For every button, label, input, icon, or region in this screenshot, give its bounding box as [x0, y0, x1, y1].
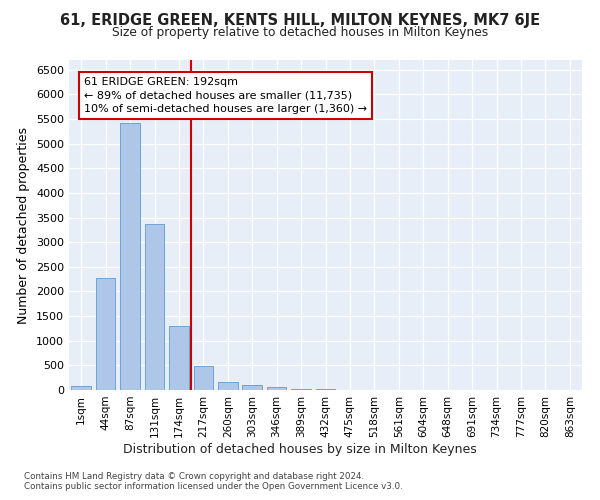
Text: Contains public sector information licensed under the Open Government Licence v3: Contains public sector information licen…	[24, 482, 403, 491]
Bar	[96, 278, 115, 390]
Text: Distribution of detached houses by size in Milton Keynes: Distribution of detached houses by size …	[123, 442, 477, 456]
Text: Size of property relative to detached houses in Milton Keynes: Size of property relative to detached ho…	[112, 26, 488, 39]
Bar	[169, 326, 188, 390]
Text: Contains HM Land Registry data © Crown copyright and database right 2024.: Contains HM Land Registry data © Crown c…	[24, 472, 364, 481]
Bar	[120, 122, 140, 390]
Bar	[267, 388, 286, 390]
Bar	[71, 386, 91, 390]
Bar	[291, 388, 311, 390]
Y-axis label: Number of detached properties: Number of detached properties	[17, 126, 31, 324]
Bar	[242, 385, 262, 390]
Text: 61, ERIDGE GREEN, KENTS HILL, MILTON KEYNES, MK7 6JE: 61, ERIDGE GREEN, KENTS HILL, MILTON KEY…	[60, 12, 540, 28]
Text: 61 ERIDGE GREEN: 192sqm
← 89% of detached houses are smaller (11,735)
10% of sem: 61 ERIDGE GREEN: 192sqm ← 89% of detache…	[84, 77, 367, 114]
Bar	[194, 366, 213, 390]
Bar	[218, 382, 238, 390]
Bar	[145, 224, 164, 390]
